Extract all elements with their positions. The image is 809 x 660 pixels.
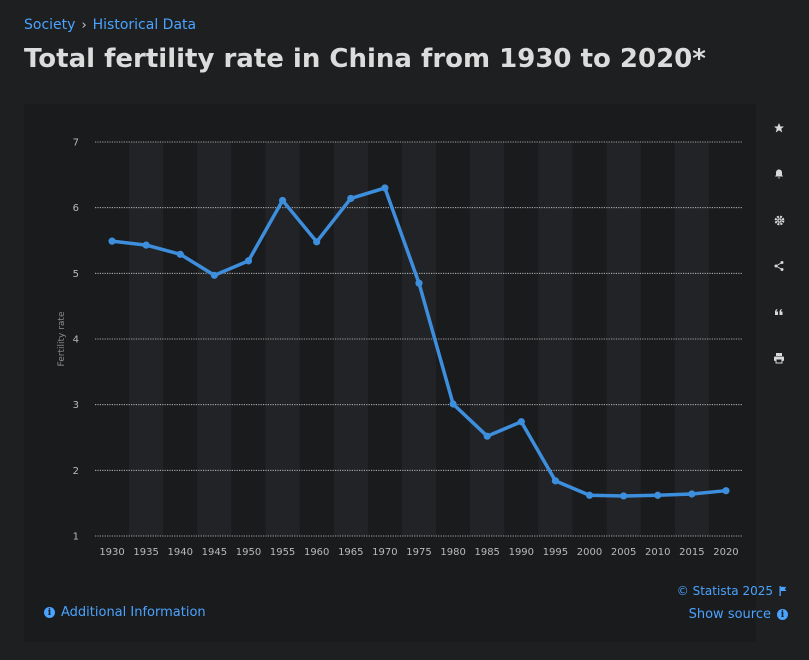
- x-tick-label: 1960: [304, 547, 329, 558]
- data-point: [415, 279, 423, 287]
- info-icon: i: [777, 609, 788, 620]
- x-tick-label: 1950: [236, 547, 261, 558]
- x-tick-label: 1965: [338, 547, 363, 558]
- breadcrumb: Society › Historical Data: [24, 17, 196, 33]
- info-icon: i: [44, 607, 55, 618]
- y-axis-title: Fertility rate: [57, 311, 67, 366]
- x-tick-label: 2000: [577, 547, 602, 558]
- column-band: [674, 142, 709, 536]
- y-tick-label: 6: [73, 203, 79, 214]
- data-point: [483, 432, 491, 440]
- y-tick-label: 1: [73, 532, 79, 543]
- breadcrumb-society[interactable]: Society: [24, 17, 76, 33]
- star-icon: [774, 123, 784, 133]
- y-tick-label: 5: [73, 269, 79, 280]
- copyright-label: © Statista 2025: [676, 584, 773, 598]
- x-tick-label: 1985: [474, 547, 499, 558]
- copyright[interactable]: © Statista 2025: [677, 584, 788, 598]
- print-icon: [774, 353, 784, 364]
- page-title: Total fertility rate in China from 1930 …: [24, 44, 706, 74]
- data-point: [381, 184, 389, 192]
- x-tick-label: 1930: [99, 547, 124, 558]
- x-tick-label: 1970: [372, 547, 397, 558]
- data-point: [244, 257, 253, 265]
- data-point: [620, 492, 628, 500]
- x-tick-label: 1975: [406, 547, 431, 558]
- data-point: [347, 194, 355, 203]
- x-tick-label: 1995: [543, 547, 568, 558]
- data-point: [313, 238, 321, 246]
- flag-icon: [779, 586, 787, 596]
- chart-toolbar: [756, 112, 802, 374]
- quote-icon: [775, 309, 783, 315]
- share-button[interactable]: [763, 250, 795, 282]
- print-button[interactable]: [763, 342, 795, 374]
- cite-button[interactable]: [763, 296, 795, 328]
- x-tick-label: 1955: [270, 547, 295, 558]
- show-source-label: Show source: [688, 607, 771, 622]
- data-point: [722, 487, 730, 495]
- y-tick-label: 2: [73, 466, 79, 477]
- data-point: [517, 418, 525, 426]
- x-tick-label: 2005: [611, 547, 636, 558]
- favorite-button[interactable]: [763, 112, 795, 144]
- settings-button[interactable]: [763, 204, 795, 236]
- data-point: [176, 250, 184, 258]
- additional-information-label: Additional Information: [61, 605, 206, 620]
- x-tick-label: 1940: [168, 547, 193, 558]
- data-point: [210, 271, 218, 279]
- breadcrumb-separator: ›: [81, 17, 87, 33]
- data-point: [278, 196, 287, 205]
- data-point: [654, 491, 662, 499]
- x-tick-label: 1935: [133, 547, 158, 558]
- x-tick-label: 1980: [440, 547, 465, 558]
- notification-button[interactable]: [763, 158, 795, 190]
- show-source-link[interactable]: Show source i: [689, 607, 788, 622]
- x-tick-label: 1945: [202, 547, 227, 558]
- bell-icon: [775, 169, 783, 179]
- x-tick-label: 2015: [679, 547, 704, 558]
- x-tick-label: 2020: [713, 547, 738, 558]
- data-point: [688, 490, 696, 498]
- data-point: [551, 477, 560, 485]
- y-tick-label: 7: [73, 138, 79, 149]
- gear-icon: [774, 215, 784, 225]
- y-tick-label: 4: [73, 335, 79, 346]
- y-tick-label: 3: [73, 400, 79, 411]
- line-chart: 1 2 3 4 5 6 7 1930 1935 1940 1945 1950 1955 1960 1965 1…: [57, 138, 743, 558]
- data-point: [108, 237, 116, 245]
- data-point: [585, 491, 594, 499]
- data-point: [142, 241, 150, 249]
- x-tick-label: 2010: [645, 547, 670, 558]
- chart-card: 1 2 3 4 5 6 7 1930 1935 1940 1945 1950 1955 1960 1965 1…: [24, 104, 756, 642]
- data-point: [449, 400, 457, 408]
- column-band: [197, 142, 232, 536]
- x-tick-label: 1990: [509, 547, 534, 558]
- column-band: [538, 142, 573, 536]
- additional-information-link[interactable]: i Additional Information: [44, 605, 206, 620]
- breadcrumb-historical-data[interactable]: Historical Data: [92, 17, 197, 33]
- share-icon: [774, 261, 784, 271]
